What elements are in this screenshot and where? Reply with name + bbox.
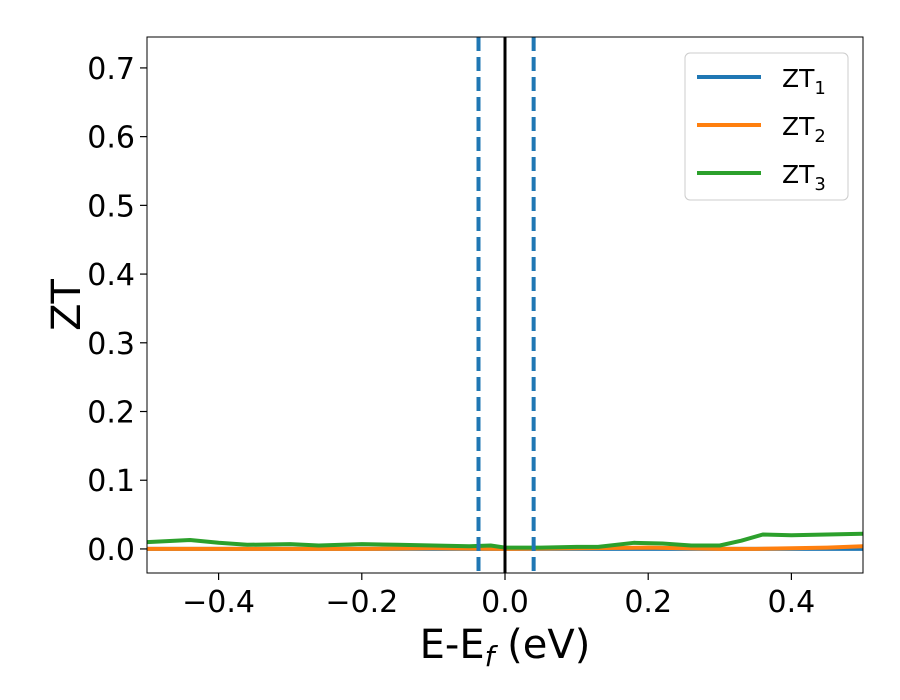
y-tick-label: 0.6 xyxy=(87,121,135,156)
legend-subscript: 3 xyxy=(814,174,825,195)
y-tick-label: 0.7 xyxy=(87,52,135,87)
y-axis-label: ZT xyxy=(44,279,90,331)
y-tick-label: 0.1 xyxy=(87,464,135,499)
legend-entry-label: ZT2 xyxy=(782,112,826,147)
legend-box xyxy=(684,52,849,201)
plot-area xyxy=(147,37,863,573)
x-tick-label: 0.4 xyxy=(768,585,816,620)
y-tick-label: 0.3 xyxy=(87,327,135,362)
x-tick-label: −0.4 xyxy=(182,585,255,620)
y-tick-label: 0.0 xyxy=(87,533,135,568)
x-tick-label: 0.0 xyxy=(481,585,529,620)
legend-subscript: 2 xyxy=(814,126,825,147)
y-tick-label: 0.5 xyxy=(87,189,135,224)
y-tick-label: 0.4 xyxy=(87,258,135,293)
series-line-zt3 xyxy=(147,531,863,550)
legend-name: ZT xyxy=(782,160,815,189)
y-axis-ticks: 0.0 0.1 0.2 0.3 0.4 0.5 0.6 0.7 xyxy=(87,52,147,568)
y-tick-label: 0.2 xyxy=(87,396,135,431)
x-tick-label: 0.2 xyxy=(624,585,672,620)
x-axis-label-main: E-E xyxy=(420,622,485,668)
x-axis-ticks: −0.4 −0.2 0.0 0.2 0.4 xyxy=(182,573,815,620)
legend-entry-label: ZT3 xyxy=(782,160,826,195)
legend-subscript: 1 xyxy=(814,78,825,99)
legend-entry-label: ZT1 xyxy=(782,64,826,99)
x-axis-label: E-Ef (eV) xyxy=(420,622,591,673)
x-axis-label-unit: (eV) xyxy=(494,622,590,668)
legend-name: ZT xyxy=(782,64,815,93)
x-tick-label: −0.2 xyxy=(325,585,398,620)
legend-name: ZT xyxy=(782,112,815,141)
